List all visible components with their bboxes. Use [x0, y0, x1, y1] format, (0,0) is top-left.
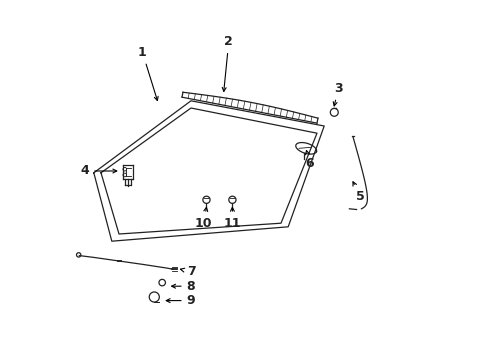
Text: 7: 7 [180, 265, 196, 278]
Text: 6: 6 [305, 150, 314, 170]
Text: 5: 5 [353, 182, 365, 203]
Text: 3: 3 [333, 82, 343, 106]
Text: 9: 9 [166, 294, 196, 307]
Text: 10: 10 [195, 207, 212, 230]
Text: 4: 4 [80, 165, 117, 177]
Text: 1: 1 [138, 46, 158, 100]
Text: 11: 11 [223, 207, 241, 230]
Text: 8: 8 [172, 280, 196, 293]
Text: 2: 2 [222, 35, 233, 91]
